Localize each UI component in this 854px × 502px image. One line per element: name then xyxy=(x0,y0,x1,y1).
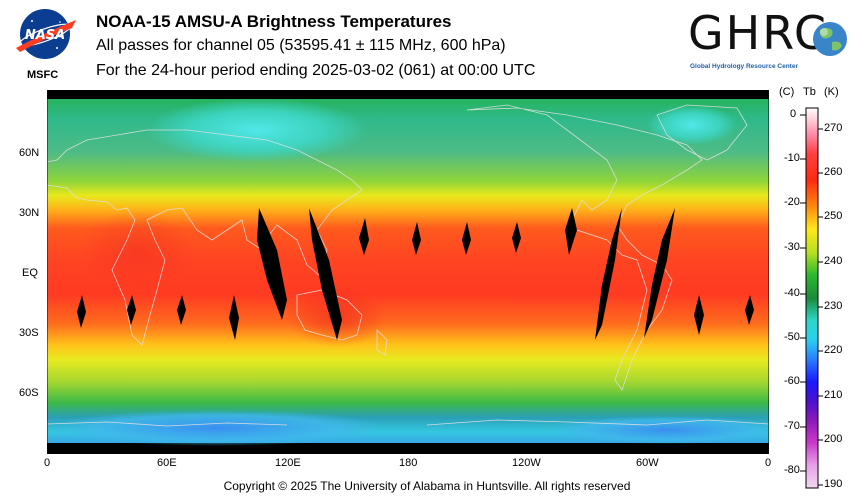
colorbar-celsius-tick: -40 xyxy=(784,287,800,299)
copyright-notice: Copyright © 2025 The University of Alaba… xyxy=(223,479,631,493)
nasa-logo: NASA xyxy=(16,9,76,59)
colorbar-kelvin-tick: 210 xyxy=(824,389,843,401)
no-data-band-north xyxy=(47,90,769,99)
lon-label-0: 0 xyxy=(44,457,51,469)
colorbar-celsius-tick: -20 xyxy=(784,196,800,208)
colorbar-celsius-tick: -60 xyxy=(784,375,800,387)
lon-label-120e: 120E xyxy=(275,457,301,469)
lon-label-60w: 60W xyxy=(636,457,659,469)
colorbar-ticks xyxy=(800,114,823,486)
ghrc-logo-text: GHRC xyxy=(688,6,829,60)
lat-label-eq: EQ xyxy=(22,267,38,279)
colorbar-kelvin-tick: 260 xyxy=(824,166,843,178)
colorbar-kelvin-tick: 250 xyxy=(824,210,843,222)
colorbar-kelvin-tick: 220 xyxy=(824,344,843,356)
period-subtitle: For the 24-hour period ending 2025-03-02… xyxy=(96,62,536,79)
cold-anomaly xyxy=(647,105,737,145)
colorbar-celsius-tick: -80 xyxy=(784,464,800,476)
colorbar-celsius-tick: -10 xyxy=(784,152,800,164)
nasa-star xyxy=(59,21,61,23)
cold-anomaly xyxy=(147,98,367,162)
lon-label-120w: 120W xyxy=(512,457,541,469)
nasa-star xyxy=(56,47,58,49)
cold-anomaly xyxy=(47,410,387,446)
ghrc-globe xyxy=(813,22,847,56)
colorbar-kelvin-unit: (K) xyxy=(824,86,839,98)
colorbar-kelvin-tick: 230 xyxy=(824,300,843,312)
colorbar-tb-label: Tb xyxy=(803,86,816,98)
colorbar-celsius-tick: -70 xyxy=(784,420,800,432)
colorbar-kelvin-tick: 200 xyxy=(824,433,843,445)
ghrc-subtitle: Global Hydrology Resource Center xyxy=(690,63,798,70)
lon-label-60e: 60E xyxy=(157,457,177,469)
colorbar-gradient xyxy=(805,107,819,489)
colorbar-kelvin-tick: 190 xyxy=(824,478,843,490)
ghrc-globe-icon xyxy=(813,22,847,56)
colorbar-kelvin-tick: 270 xyxy=(824,122,843,134)
map-title: NOAA-15 AMSU-A Brightness Temperatures xyxy=(96,12,452,31)
lon-label-0-right: 0 xyxy=(765,457,772,469)
colorbar-celsius-tick: -50 xyxy=(784,331,800,343)
nasa-vector xyxy=(16,20,76,52)
lat-label-30n: 30N xyxy=(19,207,40,219)
msfc-label: MSFC xyxy=(27,69,59,81)
no-data-band-south xyxy=(47,443,769,454)
nasa-logo-text: NASA xyxy=(25,28,65,43)
lat-label-60n: 60N xyxy=(19,147,40,159)
colorbar-kelvin-tick: 240 xyxy=(824,255,843,267)
colorbar-celsius-tick: -30 xyxy=(784,241,800,253)
channel-subtitle: All passes for channel 05 (53595.41 ± 11… xyxy=(96,37,506,54)
warm-anomaly xyxy=(77,210,197,290)
brightness-temperature-map xyxy=(47,90,769,454)
orbit-gaps xyxy=(77,208,754,340)
nasa-star xyxy=(31,20,33,22)
lat-label-60s: 60S xyxy=(19,387,39,399)
lon-label-180: 180 xyxy=(399,457,418,469)
lat-label-30s: 30S xyxy=(19,327,39,339)
colorbar-celsius-unit: (C) xyxy=(779,86,795,98)
colorbar xyxy=(800,107,823,489)
colorbar-celsius-tick: 0 xyxy=(790,108,797,120)
